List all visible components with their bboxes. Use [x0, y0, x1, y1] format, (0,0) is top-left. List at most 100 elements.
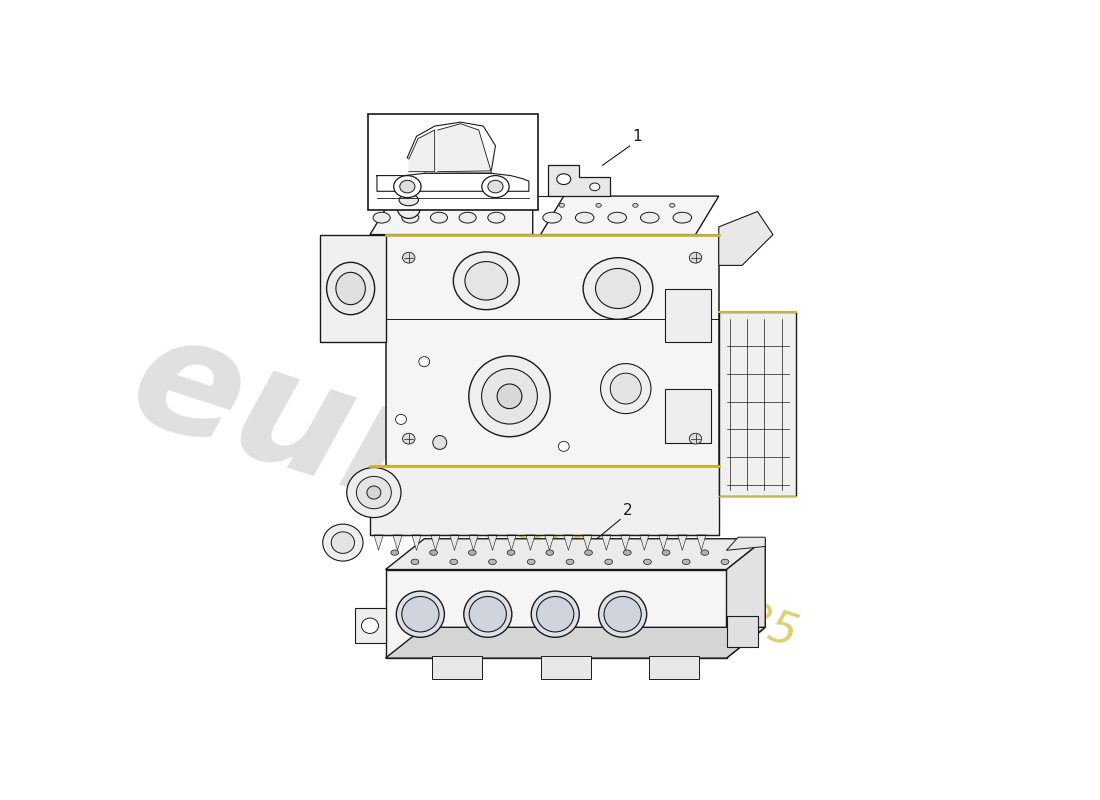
Polygon shape — [718, 311, 796, 496]
Ellipse shape — [522, 203, 528, 207]
Ellipse shape — [399, 194, 418, 206]
Ellipse shape — [596, 203, 602, 207]
Ellipse shape — [432, 435, 447, 450]
Polygon shape — [563, 535, 573, 550]
Polygon shape — [450, 535, 459, 550]
Ellipse shape — [402, 212, 419, 223]
Ellipse shape — [537, 597, 574, 632]
Ellipse shape — [336, 272, 365, 305]
Ellipse shape — [604, 597, 641, 632]
Polygon shape — [544, 535, 554, 550]
Polygon shape — [526, 535, 535, 550]
Ellipse shape — [397, 197, 420, 218]
Ellipse shape — [327, 262, 375, 314]
Polygon shape — [678, 535, 688, 550]
Polygon shape — [377, 174, 529, 191]
Ellipse shape — [601, 363, 651, 414]
Bar — [649, 656, 700, 679]
Polygon shape — [540, 196, 718, 234]
Ellipse shape — [469, 550, 476, 555]
Polygon shape — [393, 535, 403, 550]
Bar — [664, 289, 711, 342]
Ellipse shape — [632, 203, 638, 207]
Ellipse shape — [608, 212, 627, 223]
Ellipse shape — [430, 550, 438, 555]
Polygon shape — [583, 535, 592, 550]
Ellipse shape — [673, 212, 692, 223]
Ellipse shape — [411, 559, 419, 565]
Ellipse shape — [497, 384, 521, 409]
Ellipse shape — [331, 532, 354, 554]
Polygon shape — [726, 616, 758, 646]
Ellipse shape — [610, 373, 641, 404]
Ellipse shape — [485, 203, 491, 207]
Polygon shape — [370, 466, 718, 535]
Text: 2: 2 — [623, 503, 632, 518]
Bar — [540, 656, 591, 679]
Ellipse shape — [430, 212, 448, 223]
Text: 1: 1 — [631, 129, 641, 144]
Ellipse shape — [598, 591, 647, 638]
Ellipse shape — [419, 357, 430, 366]
Ellipse shape — [469, 356, 550, 437]
Ellipse shape — [575, 212, 594, 223]
Ellipse shape — [362, 618, 378, 634]
Ellipse shape — [559, 203, 564, 207]
Ellipse shape — [450, 559, 458, 565]
Ellipse shape — [690, 252, 702, 263]
Ellipse shape — [583, 258, 653, 319]
Polygon shape — [718, 211, 773, 266]
Ellipse shape — [662, 550, 670, 555]
Ellipse shape — [396, 591, 444, 638]
Ellipse shape — [527, 559, 535, 565]
Ellipse shape — [322, 524, 363, 561]
Polygon shape — [431, 535, 440, 550]
Polygon shape — [620, 535, 630, 550]
Ellipse shape — [449, 203, 454, 207]
Ellipse shape — [465, 262, 507, 300]
Text: 1985: 1985 — [682, 582, 803, 658]
Polygon shape — [385, 627, 766, 658]
Polygon shape — [438, 124, 491, 172]
Ellipse shape — [690, 434, 702, 444]
Ellipse shape — [453, 252, 519, 310]
Ellipse shape — [566, 559, 574, 565]
Ellipse shape — [373, 212, 390, 223]
Ellipse shape — [640, 212, 659, 223]
Polygon shape — [696, 535, 706, 550]
Ellipse shape — [701, 550, 708, 555]
Polygon shape — [602, 535, 610, 550]
Ellipse shape — [390, 550, 398, 555]
Ellipse shape — [605, 559, 613, 565]
Ellipse shape — [399, 180, 415, 193]
Polygon shape — [548, 166, 610, 196]
Polygon shape — [374, 535, 383, 550]
Text: a passion fo: a passion fo — [447, 484, 715, 607]
Bar — [664, 389, 711, 442]
Polygon shape — [370, 196, 532, 234]
Ellipse shape — [403, 252, 415, 263]
Polygon shape — [320, 234, 385, 342]
Polygon shape — [385, 538, 766, 570]
Ellipse shape — [488, 559, 496, 565]
Ellipse shape — [346, 467, 402, 518]
Ellipse shape — [546, 550, 553, 555]
Ellipse shape — [682, 559, 690, 565]
Ellipse shape — [488, 180, 503, 193]
Text: eurc: eurc — [113, 300, 537, 570]
Ellipse shape — [595, 269, 640, 309]
Ellipse shape — [487, 212, 505, 223]
Polygon shape — [411, 535, 421, 550]
Ellipse shape — [470, 597, 506, 632]
Polygon shape — [726, 538, 766, 550]
Bar — [432, 656, 483, 679]
Ellipse shape — [507, 550, 515, 555]
Ellipse shape — [356, 476, 392, 509]
Ellipse shape — [482, 369, 538, 424]
Polygon shape — [385, 234, 718, 466]
Polygon shape — [354, 608, 385, 642]
Ellipse shape — [375, 203, 381, 207]
Ellipse shape — [644, 559, 651, 565]
Ellipse shape — [402, 597, 439, 632]
Ellipse shape — [403, 434, 415, 444]
